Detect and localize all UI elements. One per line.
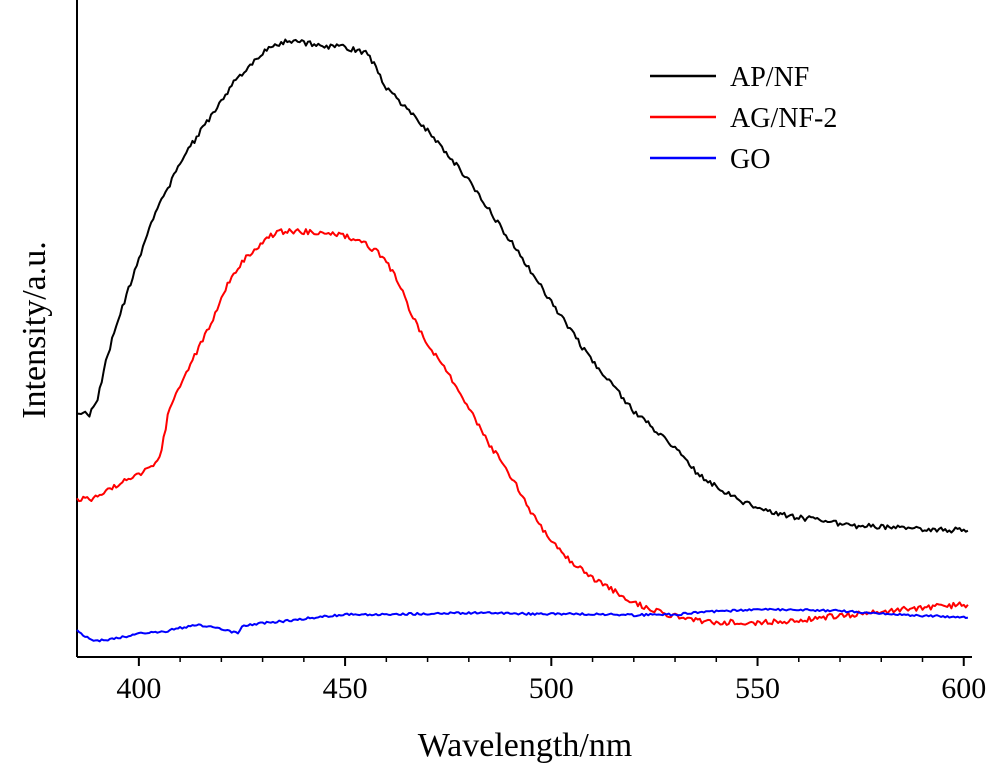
- x-tick-label: 400: [116, 672, 161, 705]
- legend-label: GO: [730, 144, 770, 175]
- series-line-ag-nf-2: [76, 228, 969, 627]
- x-tick-label: 450: [323, 672, 368, 705]
- axes: [76, 0, 972, 658]
- x-axis-label: Wavelength/nm: [418, 727, 632, 764]
- series-line-ap-nf: [76, 38, 969, 534]
- x-tick-label: 550: [735, 672, 780, 705]
- x-tick-label: 500: [529, 672, 574, 705]
- x-tick-label: 600: [941, 672, 986, 705]
- legend-label: AP/NF: [730, 62, 809, 93]
- legend: AP/NF AG/NF-2 GO: [650, 62, 837, 175]
- legend-label: AG/NF-2: [730, 103, 837, 134]
- series-layer: [76, 38, 969, 643]
- y-axis-label: Intensity/a.u.: [16, 241, 53, 419]
- x-ticks: 400 450 500 550 600: [116, 657, 986, 705]
- series-line-go: [76, 607, 969, 643]
